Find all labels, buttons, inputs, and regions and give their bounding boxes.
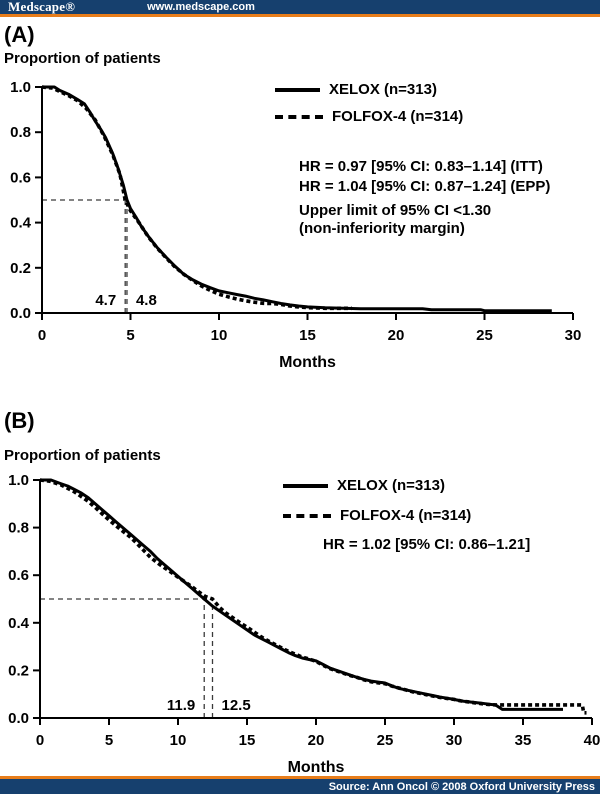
series-xelox — [40, 478, 563, 711]
x-tick-label: 15 — [299, 327, 316, 344]
dashed-line-swatch — [283, 513, 331, 518]
y-tick-label: 1.0 — [10, 79, 31, 96]
x-tick-label: 35 — [515, 732, 532, 749]
x-tick-label: 0 — [38, 327, 46, 344]
y-tick-label: 0.4 — [8, 615, 30, 632]
y-tick-label: 0.2 — [10, 260, 31, 277]
y-tick-label: 0.0 — [10, 305, 31, 322]
x-tick-label: 5 — [105, 732, 113, 749]
panel-a-noninferiority-line1: Upper limit of 95% CI <1.30 — [299, 202, 492, 219]
median-value-label: 11.9 — [167, 697, 195, 714]
panel-b-label: (B) — [4, 408, 35, 433]
median-value-label: 12.5 — [222, 697, 251, 714]
legend-label: XELOX (n=313) — [337, 477, 445, 494]
x-tick-label: 10 — [211, 327, 228, 344]
panel-b-chart: 11.9 12.5 0 5 10 15 20 25 30 35 40 0.0 0.2 0.4 0.6 0.8 1… — [8, 472, 600, 776]
panel-a-hr-epp: HR = 1.04 [95% CI: 0.87–1.24] (EPP) — [299, 178, 551, 195]
series-folfox4 — [39, 478, 587, 715]
y-tick-label: 0.6 — [10, 169, 31, 186]
panel-b-legend-folfox: FOLFOX-4 (n=314) — [283, 507, 471, 524]
x-tick-label: 15 — [239, 732, 256, 749]
y-tick-label: 0.6 — [8, 567, 29, 584]
legend-label: XELOX (n=313) — [329, 81, 437, 98]
panel-b-yaxis-title: Proportion of patients — [4, 447, 161, 464]
y-tick-label: 0.8 — [10, 124, 31, 141]
legend-label: FOLFOX-4 (n=314) — [340, 507, 472, 524]
x-axis-title: Months — [288, 759, 345, 776]
panel-a-legend-xelox: XELOX (n=313) — [275, 81, 437, 98]
footer-bar: Source: Ann Oncol © 2008 Oxford Universi… — [0, 776, 600, 794]
median-value-label: 4.8 — [136, 292, 157, 309]
x-tick-label: 0 — [36, 732, 44, 749]
x-tick-label: 20 — [388, 327, 405, 344]
legend-label: FOLFOX-4 (n=314) — [332, 108, 464, 125]
axes — [41, 87, 573, 314]
solid-line-swatch — [275, 87, 320, 92]
x-axis-title: Months — [279, 354, 336, 371]
panel-b-legend-xelox: XELOX (n=313) — [283, 477, 445, 494]
source-credit: Source: Ann Oncol © 2008 Oxford Universi… — [328, 780, 595, 793]
panel-a-legend-folfox: FOLFOX-4 (n=314) — [275, 108, 463, 125]
header-url: www.medscape.com — [147, 1, 255, 13]
y-tick-label: 0.2 — [8, 662, 29, 679]
panel-a-yaxis-title: Proportion of patients — [4, 50, 161, 67]
x-tick-label: 30 — [565, 327, 582, 344]
x-tick-label: 20 — [308, 732, 325, 749]
series-xelox — [42, 85, 552, 313]
x-tick-label: 25 — [377, 732, 394, 749]
y-tick-label: 0.8 — [8, 520, 29, 537]
x-tick-label: 40 — [584, 732, 600, 749]
y-tick-label: 0.0 — [8, 710, 29, 727]
panel-a-hr-itt: HR = 0.97 [95% CI: 0.83–1.14] (ITT) — [299, 158, 543, 175]
panel-a-noninferiority-line2: (non-inferiority margin) — [299, 220, 465, 237]
dashed-line-swatch — [275, 114, 323, 119]
medscape-logo: Medscape® — [8, 0, 76, 14]
panel-b-hr: HR = 1.02 [95% CI: 0.86–1.21] — [323, 536, 531, 553]
panel-a-chart: 4.7 4.8 0 5 10 15 20 25 30 0.0 0.2 0.4 0.6 0.8 1.0 Mont… — [10, 79, 582, 371]
solid-line-swatch — [283, 483, 328, 488]
x-tick-label: 5 — [126, 327, 134, 344]
panel-a-label: (A) — [4, 22, 35, 47]
series-folfox4 — [41, 85, 352, 311]
x-tick-label: 10 — [170, 732, 187, 749]
y-tick-label: 0.4 — [10, 215, 32, 232]
x-tick-label: 30 — [446, 732, 463, 749]
y-tick-label: 1.0 — [8, 472, 29, 489]
median-value-label: 4.7 — [95, 292, 116, 309]
header-bar: Medscape® www.medscape.com — [0, 0, 600, 17]
x-tick-label: 25 — [476, 327, 493, 344]
